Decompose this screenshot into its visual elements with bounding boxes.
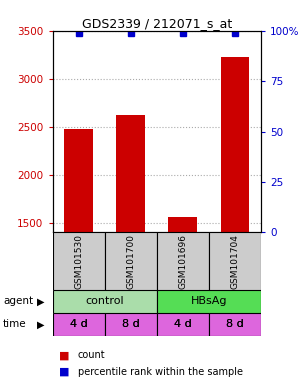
Bar xyxy=(209,232,261,290)
Text: 4 d: 4 d xyxy=(70,319,87,329)
Text: ▶: ▶ xyxy=(37,296,44,306)
Text: GSM101700: GSM101700 xyxy=(126,233,135,289)
Bar xyxy=(52,232,105,290)
Bar xyxy=(169,217,197,232)
Text: agent: agent xyxy=(3,296,33,306)
Bar xyxy=(220,56,249,232)
Bar xyxy=(209,313,261,336)
Text: control: control xyxy=(85,296,124,306)
Text: ■: ■ xyxy=(58,367,69,377)
Text: ▶: ▶ xyxy=(37,319,44,329)
Bar xyxy=(116,115,145,232)
Bar xyxy=(157,313,209,336)
Text: HBsAg: HBsAg xyxy=(190,296,227,306)
Text: 8 d: 8 d xyxy=(226,319,244,329)
Text: ■: ■ xyxy=(58,350,69,360)
Bar xyxy=(157,232,209,290)
Text: 4 d: 4 d xyxy=(174,319,192,329)
Bar xyxy=(64,129,93,232)
Bar xyxy=(52,290,157,313)
Text: 4 d: 4 d xyxy=(174,319,192,329)
Text: GSM101704: GSM101704 xyxy=(230,234,239,288)
Bar xyxy=(52,313,105,336)
Text: 4 d: 4 d xyxy=(70,319,87,329)
Text: count: count xyxy=(78,350,106,360)
Bar xyxy=(105,313,157,336)
Text: GSM101530: GSM101530 xyxy=(74,233,83,289)
Text: 8 d: 8 d xyxy=(122,319,140,329)
Bar xyxy=(105,232,157,290)
Text: 8 d: 8 d xyxy=(122,319,140,329)
Text: 8 d: 8 d xyxy=(226,319,244,329)
Text: percentile rank within the sample: percentile rank within the sample xyxy=(78,367,243,377)
Text: GSM101696: GSM101696 xyxy=(178,233,187,289)
Text: time: time xyxy=(3,319,27,329)
Title: GDS2339 / 212071_s_at: GDS2339 / 212071_s_at xyxy=(82,17,232,30)
Bar xyxy=(157,290,261,313)
